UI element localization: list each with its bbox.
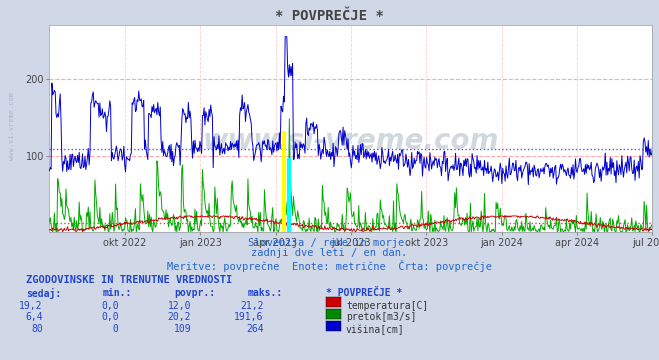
Text: ZGODOVINSKE IN TRENUTNE VREDNOSTI: ZGODOVINSKE IN TRENUTNE VREDNOSTI [26,275,233,285]
Bar [282,131,287,232]
Text: povpr.:: povpr.: [175,288,215,298]
Text: sedaj:: sedaj: [26,288,61,299]
Text: maks.:: maks.: [247,288,282,298]
Text: 80: 80 [31,324,43,334]
Text: * POVPREČJE *: * POVPREČJE * [326,288,403,298]
Text: 12,0: 12,0 [167,301,191,311]
Text: pretok[m3/s]: pretok[m3/s] [346,312,416,323]
Text: 191,6: 191,6 [234,312,264,323]
Text: * POVPREČJE *: * POVPREČJE * [275,9,384,23]
Text: 109: 109 [173,324,191,334]
Text: min.:: min.: [102,288,132,298]
Text: 0,0: 0,0 [101,301,119,311]
Text: 0,0: 0,0 [101,312,119,323]
Text: 20,2: 20,2 [167,312,191,323]
Text: višina[cm]: višina[cm] [346,324,405,335]
Text: zadnji dve leti / en dan.: zadnji dve leti / en dan. [251,248,408,258]
Text: 21,2: 21,2 [240,301,264,311]
Text: 0: 0 [113,324,119,334]
Text: Meritve: povprečne  Enote: metrične  Črta: povprečje: Meritve: povprečne Enote: metrične Črta:… [167,260,492,272]
Text: 19,2: 19,2 [19,301,43,311]
Text: temperatura[C]: temperatura[C] [346,301,428,311]
Bar [287,158,291,232]
Text: www.si-vreme.com: www.si-vreme.com [203,127,499,155]
Text: 264: 264 [246,324,264,334]
Text: 6,4: 6,4 [25,312,43,323]
Text: www.si-vreme.com: www.si-vreme.com [9,92,14,160]
Text: Slovenija / reke in morje.: Slovenija / reke in morje. [248,238,411,248]
